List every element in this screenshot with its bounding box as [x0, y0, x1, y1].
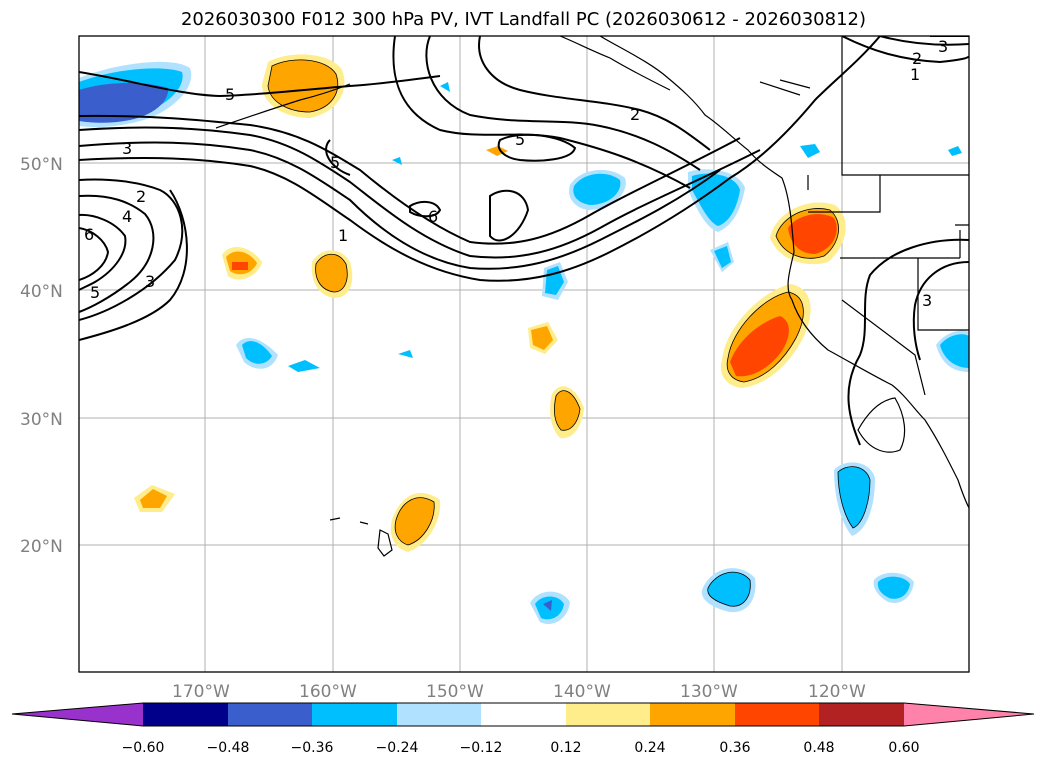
- colorbar-segment: [819, 703, 904, 726]
- contour-label: 3: [122, 139, 132, 158]
- colorbar-segment: [650, 703, 735, 726]
- contour-label: 5: [225, 85, 235, 104]
- cool-anomaly-blob: [940, 334, 969, 368]
- lon-label: 120°W: [808, 682, 866, 702]
- cool-anomaly-blob: [288, 360, 320, 372]
- lon-label: 170°W: [172, 682, 230, 702]
- shading-outlines: [267, 59, 871, 607]
- contour-label: 3: [145, 272, 155, 291]
- contour-label: 1: [338, 226, 348, 245]
- pv-contour-3: [79, 141, 721, 270]
- colorbar-extend-left: [12, 703, 143, 726]
- contour-label: 4: [122, 207, 132, 226]
- lon-label: 130°W: [680, 682, 738, 702]
- cool-anomaly-blob: [692, 173, 740, 226]
- pv-contour-s: [79, 114, 741, 245]
- pv-contour-2: [79, 36, 881, 282]
- cool-anomaly-blob: [877, 576, 910, 599]
- cool-anomaly-blob: [838, 466, 870, 528]
- pv-contour-1: [79, 126, 761, 259]
- pv-contour-6: [79, 213, 127, 291]
- pv-contour-5: [79, 71, 441, 98]
- cool-anomaly-blob: [392, 157, 402, 165]
- lat-label: 50°N: [20, 155, 63, 175]
- map-frame: [78, 35, 970, 673]
- lat-label: 40°N: [20, 282, 63, 302]
- lat-label: 30°N: [20, 410, 63, 430]
- colorbar-tick: 0.48: [803, 740, 834, 756]
- contour-labels: 5 3 2 4 6 5 3 1 5 6 2 5 2 1 3 3: [84, 37, 948, 310]
- pv-contour-5: [79, 194, 155, 313]
- colorbar-segment: [566, 703, 650, 726]
- contour-label: 6: [428, 207, 438, 226]
- warm-anomaly-blob: [140, 489, 167, 508]
- warm-anomaly-blob: [730, 316, 789, 377]
- longitude-labels: 170°W 160°W 150°W 140°W 130°W 120°W: [172, 682, 866, 702]
- colorbar-extend-right: [904, 703, 1034, 726]
- colorbar-segment: [735, 703, 819, 726]
- colorbar-tick: 0.36: [719, 740, 750, 756]
- cool-anomaly-blob: [948, 146, 962, 156]
- map-title: 2026030300 F012 300 hPa PV, IVT Landfall…: [180, 9, 867, 30]
- warm-anomaly-blob: [554, 390, 580, 431]
- cool-anomaly-blob: [398, 350, 413, 358]
- colorbar-tick: −0.36: [291, 740, 334, 756]
- contour-label: 6: [84, 225, 94, 244]
- cool-anomaly-blob: [543, 600, 552, 611]
- latitude-labels: 50°N 40°N 30°N 20°N: [20, 155, 63, 557]
- cool-anomaly-blob: [800, 144, 820, 158]
- contour-label: 2: [912, 49, 922, 68]
- colorbar-tick: 0.24: [634, 740, 665, 756]
- coastlines: [215, 36, 969, 557]
- colorbar-segment: [312, 703, 397, 726]
- contour-label: 5: [90, 283, 100, 302]
- cool-anomaly-blob: [242, 341, 272, 364]
- contour-label: 1: [910, 65, 920, 84]
- contour-label: 2: [136, 187, 146, 206]
- cool-anomaly-blob: [573, 173, 621, 205]
- warm-anomaly-blob: [268, 59, 338, 112]
- pv-contour-lo: [325, 139, 351, 176]
- colorbar: −0.60 −0.48 −0.36 −0.24 −0.12 0.12 0.24 …: [11, 702, 1035, 756]
- contour-label: 3: [922, 291, 932, 310]
- colorbar-tick: 0.12: [550, 740, 581, 756]
- colorbar-tick: −0.24: [376, 740, 419, 756]
- contour-label: 2: [630, 105, 640, 124]
- colorbar-segment: [228, 703, 312, 726]
- colorbar-tick: −0.48: [207, 740, 250, 756]
- lon-label: 150°W: [426, 682, 484, 702]
- contour-label: 5: [330, 153, 340, 172]
- pv-contour-big: [79, 189, 188, 341]
- warm-anomaly-blob: [232, 262, 248, 270]
- cool-anomaly-blob: [440, 82, 450, 92]
- colorbar-tick: 0.60: [888, 740, 919, 756]
- pv-contour-7: [79, 227, 110, 281]
- contour-label: 3: [938, 37, 948, 56]
- colorbar-tick: −0.60: [122, 740, 165, 756]
- pv-contours: [79, 36, 969, 446]
- warm-anomaly-blob: [788, 214, 837, 254]
- warm-anomaly-blob: [531, 326, 553, 350]
- pv-contour-4: [79, 178, 184, 321]
- cool-anomaly-blob: [714, 246, 731, 268]
- colorbar-segment: [481, 703, 566, 726]
- cool-anomaly-blob: [707, 572, 751, 607]
- colorbar-segment: [397, 703, 481, 726]
- gridlines: [79, 36, 969, 672]
- lat-label: 20°N: [20, 537, 63, 557]
- colorbar-tick: −0.12: [460, 740, 503, 756]
- warm-anomaly-blob: [315, 254, 348, 292]
- lon-label: 160°W: [299, 682, 357, 702]
- contour-label: 5: [515, 130, 525, 149]
- warm-anomaly-blob: [395, 497, 435, 545]
- ivt-shading: [79, 54, 969, 624]
- cool-anomaly-blob: [79, 82, 169, 123]
- lon-label: 140°W: [553, 682, 611, 702]
- colorbar-segment: [143, 703, 228, 726]
